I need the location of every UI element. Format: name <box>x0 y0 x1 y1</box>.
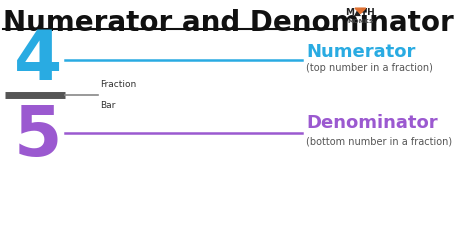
Text: 4: 4 <box>14 27 62 94</box>
Text: Fraction: Fraction <box>100 81 136 90</box>
Text: Numerator: Numerator <box>306 43 416 61</box>
Text: 5: 5 <box>14 103 62 170</box>
Text: MONKS: MONKS <box>347 20 374 24</box>
Text: Bar: Bar <box>100 102 115 111</box>
Text: (bottom number in a fraction): (bottom number in a fraction) <box>306 136 453 146</box>
Polygon shape <box>355 8 366 13</box>
Text: Denominator: Denominator <box>306 114 438 132</box>
Text: M▲TH: M▲TH <box>346 7 375 16</box>
Text: (top number in a fraction): (top number in a fraction) <box>306 63 433 73</box>
Text: Numerator and Denominator: Numerator and Denominator <box>3 9 454 37</box>
